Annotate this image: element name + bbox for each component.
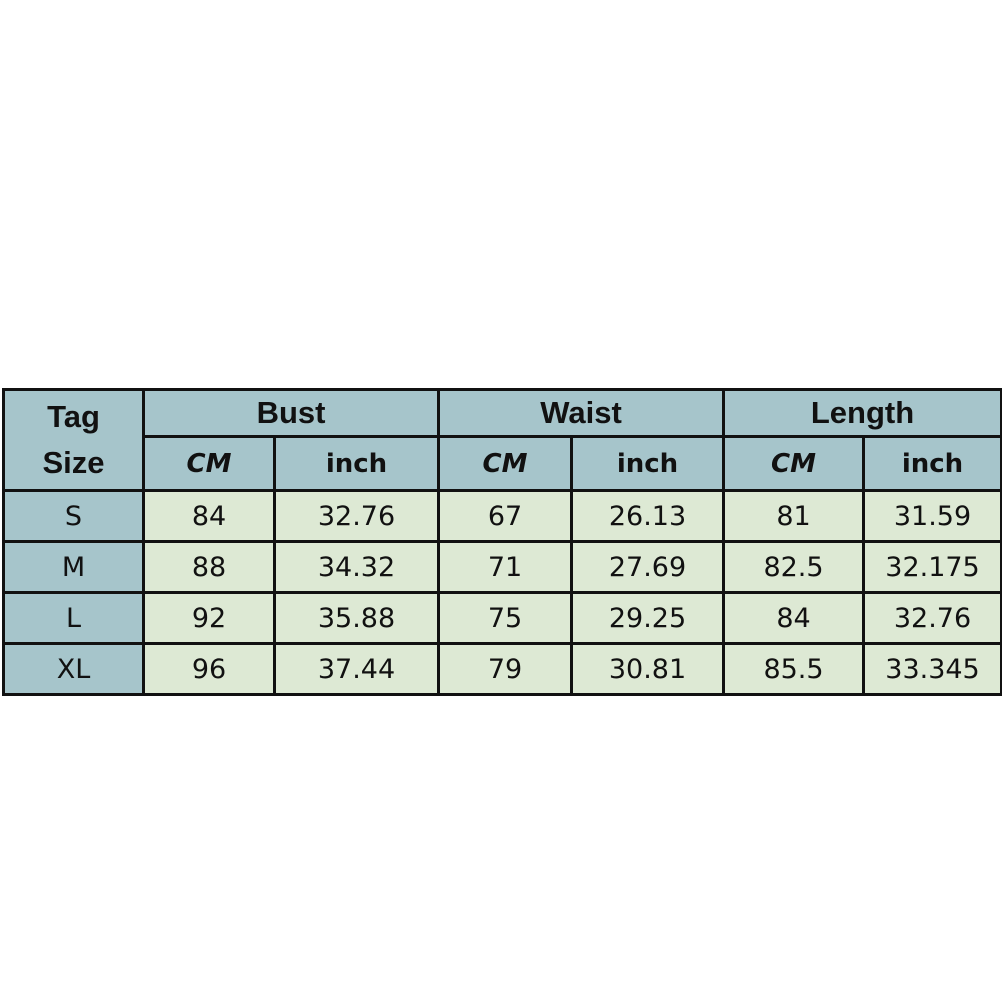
unit-header: CM: [437, 435, 574, 492]
value-cell: 79: [437, 642, 574, 696]
value-cell: 88: [142, 540, 276, 594]
value-cell: 85.5: [722, 642, 866, 696]
value-cell: 84: [142, 489, 276, 543]
value-cell: 75: [437, 591, 574, 645]
value-cell: 34.32: [272, 540, 441, 594]
unit-header: inch: [272, 435, 441, 492]
unit-header: CM: [142, 435, 276, 492]
waist-header: Waist: [437, 388, 726, 438]
size-cell: S: [2, 489, 145, 543]
unit-header: inch: [570, 435, 726, 492]
size-label: Size: [42, 445, 105, 480]
size-chart-table: Tag Size Bust Waist Length CM inch CM inc…: [2, 388, 1002, 696]
header-row-units: CM inch CM inch CM inch: [4, 435, 1002, 492]
length-header: Length: [722, 388, 1002, 438]
tag-size-header: Tag Size: [2, 388, 145, 492]
value-cell: 32.175: [862, 540, 1002, 594]
tag-label: Tag: [47, 399, 100, 434]
bust-header: Bust: [141, 388, 441, 438]
value-cell: 33.345: [862, 642, 1002, 696]
value-cell: 37.44: [272, 642, 441, 696]
value-cell: 81: [722, 489, 866, 543]
value-cell: 96: [142, 642, 276, 696]
value-cell: 82.5: [722, 540, 866, 594]
size-cell: L: [2, 591, 145, 645]
value-cell: 26.13: [570, 489, 726, 543]
value-cell: 32.76: [272, 489, 441, 543]
value-cell: 35.88: [272, 591, 441, 645]
value-cell: 92: [142, 591, 276, 645]
value-cell: 84: [722, 591, 866, 645]
value-cell: 67: [437, 489, 574, 543]
table-row: M 88 34.32 71 27.69 82.5 32.175: [2, 540, 1002, 594]
unit-header: inch: [862, 435, 1002, 492]
value-cell: 30.81: [570, 642, 726, 696]
table-row: S 84 32.76 67 26.13 81 31.59: [2, 489, 1002, 543]
table-row: L 92 35.88 75 29.25 84 32.76: [2, 591, 1002, 645]
value-cell: 29.25: [570, 591, 726, 645]
value-cell: 71: [437, 540, 574, 594]
table-row: XL 96 37.44 79 30.81 85.5 33.345: [2, 642, 1002, 696]
unit-header: CM: [722, 435, 866, 492]
size-cell: XL: [2, 642, 145, 696]
value-cell: 31.59: [862, 489, 1002, 543]
size-cell: M: [2, 540, 145, 594]
value-cell: 27.69: [570, 540, 726, 594]
value-cell: 32.76: [862, 591, 1002, 645]
header-row-groups: Tag Size Bust Waist Length: [2, 388, 1002, 492]
